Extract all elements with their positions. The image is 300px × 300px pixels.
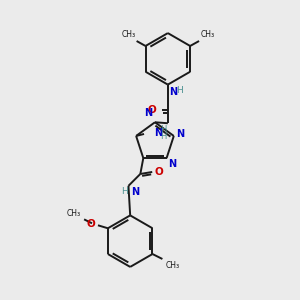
Text: CH₃: CH₃	[165, 261, 179, 270]
Text: CH₃: CH₃	[122, 30, 136, 39]
Text: N: N	[176, 129, 184, 139]
Text: O: O	[154, 167, 163, 177]
Text: N: N	[169, 159, 177, 169]
Text: N: N	[131, 187, 140, 197]
Text: N: N	[144, 108, 152, 118]
Text: CH₃: CH₃	[67, 209, 81, 218]
Text: O: O	[86, 219, 95, 229]
Text: H: H	[160, 124, 166, 134]
Text: N: N	[169, 86, 177, 97]
Text: H: H	[176, 86, 182, 95]
Text: CH₃: CH₃	[201, 30, 215, 39]
Text: N: N	[154, 128, 162, 138]
Text: H: H	[121, 187, 128, 196]
Text: H: H	[160, 132, 166, 141]
Text: O: O	[147, 105, 156, 116]
